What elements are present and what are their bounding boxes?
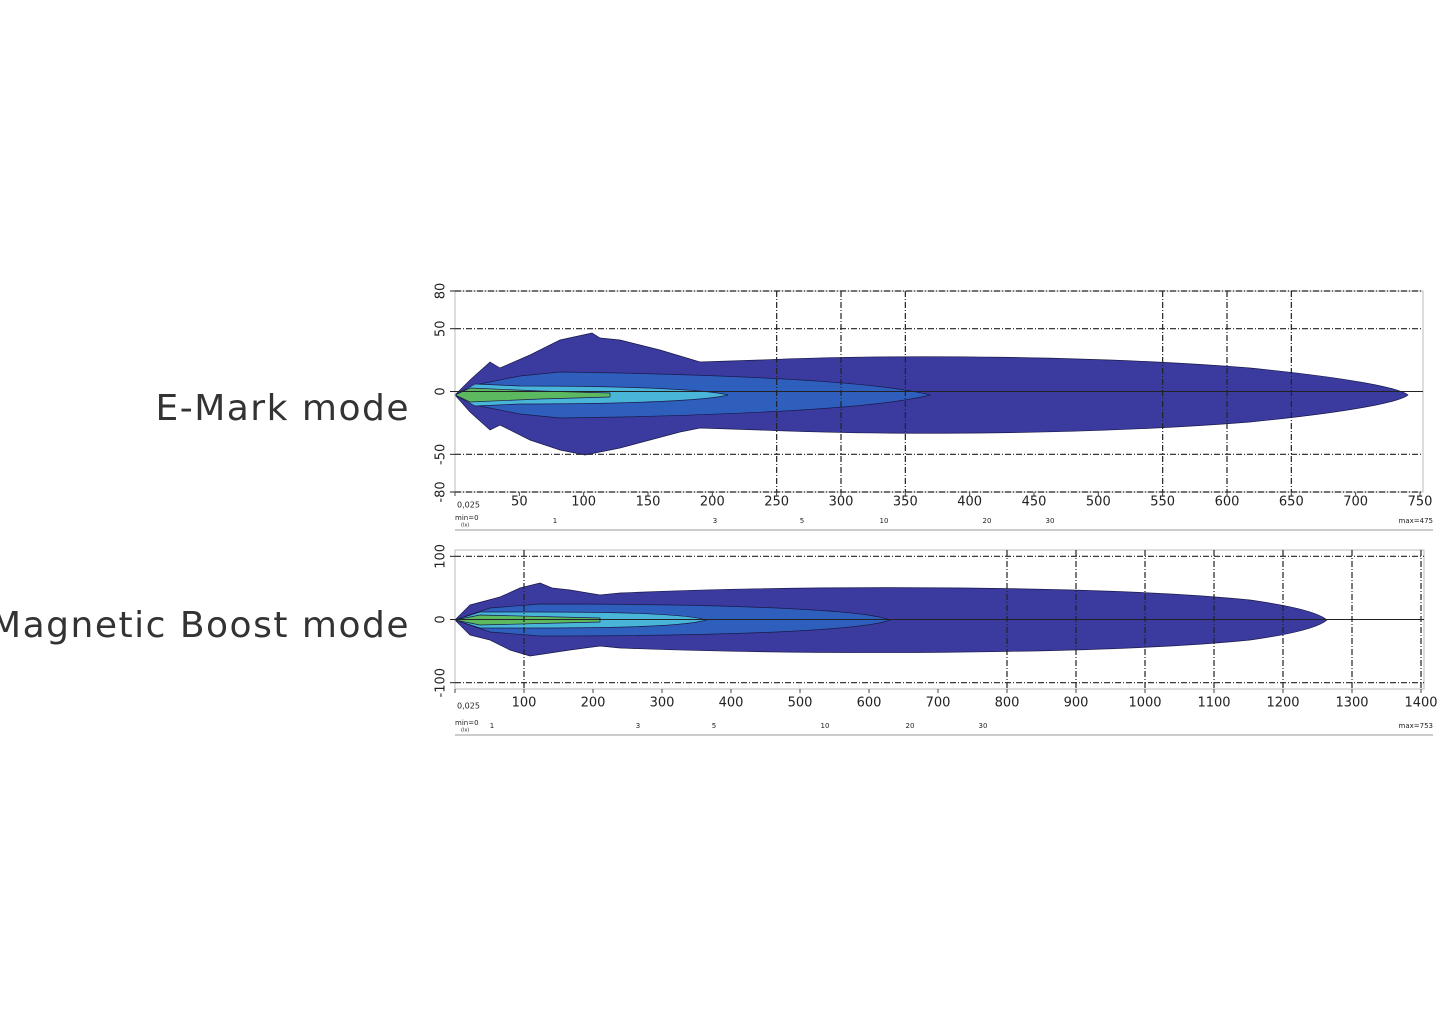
x-tick-label: 600 xyxy=(857,696,882,711)
x-tick-label: 400 xyxy=(719,696,744,711)
x-tick-label: 750 xyxy=(1408,495,1433,510)
y-tick-label: 80 xyxy=(434,283,449,300)
scale-label: 3 xyxy=(713,517,717,525)
x-tick-label: 550 xyxy=(1150,495,1175,510)
beam-pattern-emark xyxy=(454,332,1409,456)
x-tick-label: 1000 xyxy=(1128,696,1161,711)
x-tick-label: 800 xyxy=(995,696,1020,711)
scale-label: 30 xyxy=(1046,517,1055,525)
x-tick-label: 500 xyxy=(788,696,813,711)
scale-label: 1 xyxy=(553,517,557,525)
y-tick-label: 0 xyxy=(434,615,449,623)
y-tick-label: 50 xyxy=(434,320,449,337)
x-tick-label: 1400 xyxy=(1404,696,1437,711)
x-tick-label: 0,025 xyxy=(457,501,480,510)
scale-max-label: max=475 xyxy=(1399,517,1433,525)
scale-label: 1 xyxy=(490,722,494,730)
x-tick-label: 600 xyxy=(1215,495,1240,510)
scale-label: 20 xyxy=(983,517,992,525)
scale-label: 30 xyxy=(979,722,988,730)
x-tick-label: 0,025 xyxy=(457,702,480,711)
y-tick-label: -50 xyxy=(434,444,449,465)
x-tick-label: 700 xyxy=(1343,495,1368,510)
x-tick-label: 500 xyxy=(1086,495,1111,510)
x-tick-label: 200 xyxy=(700,495,725,510)
scale-label: 10 xyxy=(821,722,830,730)
y-tick-label: 100 xyxy=(434,544,449,569)
scale-label: 10 xyxy=(880,517,889,525)
scale-min-label: min=0 xyxy=(455,514,479,522)
scale-min-label: min=0 xyxy=(455,719,479,727)
scale-label: 3 xyxy=(636,722,640,730)
x-tick-label: 450 xyxy=(1022,495,1047,510)
x-tick-label: 700 xyxy=(926,696,951,711)
x-tick-label: 350 xyxy=(893,495,918,510)
x-tick-label: 100 xyxy=(571,495,596,510)
y-tick-label: 0 xyxy=(434,387,449,395)
scale-label: 5 xyxy=(712,722,716,730)
scale-unit: (lx) xyxy=(461,728,469,734)
x-tick-label: 650 xyxy=(1279,495,1304,510)
x-tick-label: 1200 xyxy=(1266,696,1299,711)
x-tick-label: 1100 xyxy=(1197,696,1230,711)
y-tick-label: -80 xyxy=(434,481,449,502)
scale-label: 20 xyxy=(906,722,915,730)
y-tick-label: -100 xyxy=(434,668,449,698)
x-tick-label: 300 xyxy=(829,495,854,510)
mode-label: Magnetic Boost mode xyxy=(0,605,410,646)
x-tick-label: 250 xyxy=(764,495,789,510)
x-tick-label: 100 xyxy=(512,696,537,711)
scale-label: 5 xyxy=(800,517,804,525)
x-tick-label: 200 xyxy=(581,696,606,711)
x-tick-label: 1300 xyxy=(1335,696,1368,711)
scale-max-label: max=753 xyxy=(1399,722,1433,730)
x-tick-label: 900 xyxy=(1064,696,1089,711)
x-tick-label: 300 xyxy=(650,696,675,711)
mode-label: E-Mark mode xyxy=(155,388,410,429)
x-tick-label: 400 xyxy=(957,495,982,510)
x-tick-label: 150 xyxy=(636,495,661,510)
x-tick-label: 50 xyxy=(511,495,528,510)
scale-unit: (lx) xyxy=(461,523,469,529)
